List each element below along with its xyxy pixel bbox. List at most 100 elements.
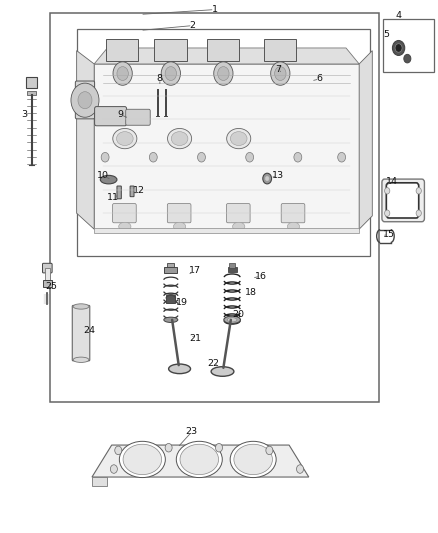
- Ellipse shape: [230, 132, 247, 146]
- FancyBboxPatch shape: [167, 263, 174, 268]
- Circle shape: [165, 443, 172, 452]
- Circle shape: [101, 152, 109, 162]
- Ellipse shape: [73, 304, 89, 309]
- Text: 3: 3: [21, 110, 27, 119]
- Text: 16: 16: [254, 272, 267, 280]
- Polygon shape: [92, 477, 107, 486]
- FancyBboxPatch shape: [228, 266, 237, 272]
- Text: 2: 2: [190, 21, 196, 30]
- Circle shape: [271, 62, 290, 85]
- Text: 25: 25: [46, 282, 58, 291]
- Polygon shape: [77, 51, 94, 229]
- FancyBboxPatch shape: [164, 267, 177, 273]
- Text: 6: 6: [317, 75, 323, 83]
- Ellipse shape: [233, 222, 245, 231]
- FancyBboxPatch shape: [162, 85, 169, 91]
- Circle shape: [165, 67, 177, 80]
- Circle shape: [385, 210, 390, 216]
- FancyBboxPatch shape: [106, 39, 138, 61]
- Text: 9: 9: [117, 110, 124, 119]
- Ellipse shape: [176, 441, 223, 478]
- Polygon shape: [92, 445, 309, 477]
- Text: 7: 7: [275, 65, 281, 74]
- Ellipse shape: [113, 128, 137, 149]
- FancyBboxPatch shape: [155, 85, 161, 91]
- Bar: [50, 13, 379, 402]
- Text: 5: 5: [384, 30, 390, 39]
- Circle shape: [416, 210, 421, 216]
- Text: 1: 1: [212, 5, 218, 14]
- Ellipse shape: [171, 132, 188, 146]
- Ellipse shape: [234, 444, 272, 474]
- FancyBboxPatch shape: [94, 228, 359, 233]
- Ellipse shape: [169, 364, 191, 374]
- FancyBboxPatch shape: [229, 263, 235, 268]
- Circle shape: [113, 62, 132, 85]
- FancyBboxPatch shape: [26, 77, 37, 88]
- Ellipse shape: [227, 318, 237, 322]
- FancyBboxPatch shape: [126, 109, 150, 125]
- Ellipse shape: [211, 367, 234, 376]
- Ellipse shape: [164, 317, 178, 322]
- FancyBboxPatch shape: [130, 186, 134, 197]
- Ellipse shape: [227, 128, 251, 149]
- Ellipse shape: [123, 444, 162, 474]
- Ellipse shape: [73, 357, 89, 362]
- FancyBboxPatch shape: [154, 39, 187, 61]
- Circle shape: [263, 173, 272, 184]
- Text: 23: 23: [186, 427, 198, 436]
- Circle shape: [71, 83, 99, 117]
- Circle shape: [294, 152, 302, 162]
- Circle shape: [115, 446, 122, 455]
- FancyBboxPatch shape: [167, 204, 191, 223]
- Bar: [383, 19, 434, 72]
- Ellipse shape: [119, 441, 166, 478]
- Circle shape: [275, 67, 286, 80]
- FancyBboxPatch shape: [207, 39, 239, 61]
- Circle shape: [404, 54, 411, 63]
- FancyBboxPatch shape: [72, 305, 90, 361]
- Text: 13: 13: [272, 172, 284, 180]
- FancyBboxPatch shape: [281, 204, 305, 223]
- Circle shape: [215, 443, 223, 452]
- Text: 20: 20: [232, 310, 244, 319]
- Ellipse shape: [230, 441, 276, 478]
- Ellipse shape: [117, 132, 133, 146]
- Text: 14: 14: [386, 177, 398, 185]
- FancyBboxPatch shape: [386, 183, 419, 218]
- FancyBboxPatch shape: [94, 64, 359, 229]
- Circle shape: [198, 152, 205, 162]
- Circle shape: [416, 188, 421, 194]
- Circle shape: [149, 152, 157, 162]
- Circle shape: [297, 465, 304, 473]
- Text: 15: 15: [383, 230, 395, 239]
- Polygon shape: [359, 51, 372, 229]
- Ellipse shape: [224, 316, 240, 324]
- Circle shape: [392, 41, 405, 55]
- Circle shape: [214, 62, 233, 85]
- FancyBboxPatch shape: [45, 268, 50, 280]
- Circle shape: [395, 44, 402, 52]
- FancyBboxPatch shape: [42, 263, 52, 273]
- Ellipse shape: [180, 444, 219, 474]
- Polygon shape: [94, 48, 359, 64]
- Text: 18: 18: [245, 288, 257, 296]
- FancyBboxPatch shape: [27, 91, 36, 95]
- FancyBboxPatch shape: [281, 62, 289, 69]
- Text: 11: 11: [107, 193, 119, 201]
- Text: 19: 19: [176, 298, 188, 306]
- FancyBboxPatch shape: [75, 81, 95, 119]
- Circle shape: [338, 152, 346, 162]
- FancyBboxPatch shape: [95, 107, 127, 126]
- FancyBboxPatch shape: [264, 39, 296, 61]
- Ellipse shape: [119, 222, 131, 231]
- Circle shape: [385, 188, 390, 194]
- Ellipse shape: [173, 222, 186, 231]
- Circle shape: [161, 62, 180, 85]
- Text: 8: 8: [157, 75, 163, 83]
- Text: 4: 4: [396, 12, 402, 20]
- FancyBboxPatch shape: [276, 59, 281, 63]
- Circle shape: [266, 446, 273, 455]
- Circle shape: [78, 92, 92, 109]
- Text: 10: 10: [97, 172, 109, 180]
